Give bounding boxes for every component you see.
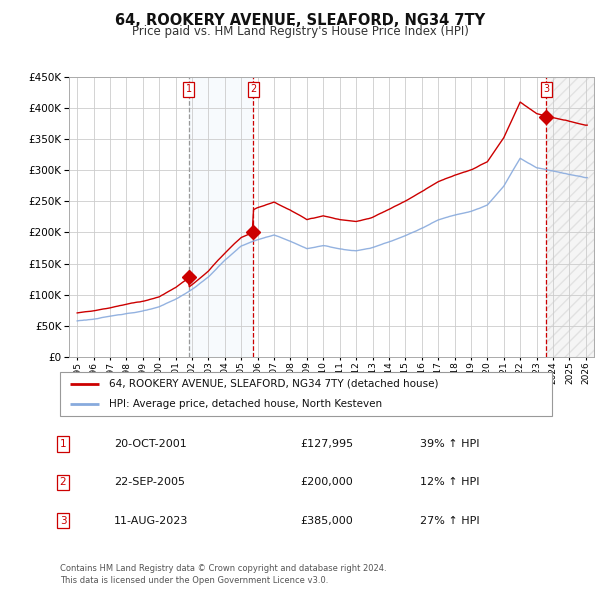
Text: Contains HM Land Registry data © Crown copyright and database right 2024.
This d: Contains HM Land Registry data © Crown c… xyxy=(60,565,386,585)
Text: 20-OCT-2001: 20-OCT-2001 xyxy=(114,439,187,449)
Bar xyxy=(189,77,253,357)
Text: 2: 2 xyxy=(250,84,256,94)
FancyBboxPatch shape xyxy=(60,372,552,416)
Text: £127,995: £127,995 xyxy=(300,439,353,449)
Text: 2: 2 xyxy=(59,477,67,487)
Text: 64, ROOKERY AVENUE, SLEAFORD, NG34 7TY: 64, ROOKERY AVENUE, SLEAFORD, NG34 7TY xyxy=(115,13,485,28)
Text: 27% ↑ HPI: 27% ↑ HPI xyxy=(420,516,479,526)
Bar xyxy=(547,77,594,357)
Text: 11-AUG-2023: 11-AUG-2023 xyxy=(114,516,188,526)
Text: 3: 3 xyxy=(544,84,550,94)
Text: Price paid vs. HM Land Registry's House Price Index (HPI): Price paid vs. HM Land Registry's House … xyxy=(131,25,469,38)
Text: 22-SEP-2005: 22-SEP-2005 xyxy=(114,477,185,487)
Text: 3: 3 xyxy=(59,516,67,526)
Text: £385,000: £385,000 xyxy=(300,516,353,526)
Text: 1: 1 xyxy=(59,439,67,449)
Text: 39% ↑ HPI: 39% ↑ HPI xyxy=(420,439,479,449)
Text: 12% ↑ HPI: 12% ↑ HPI xyxy=(420,477,479,487)
Text: 64, ROOKERY AVENUE, SLEAFORD, NG34 7TY (detached house): 64, ROOKERY AVENUE, SLEAFORD, NG34 7TY (… xyxy=(109,379,439,389)
Text: 1: 1 xyxy=(186,84,192,94)
Text: HPI: Average price, detached house, North Kesteven: HPI: Average price, detached house, Nort… xyxy=(109,399,382,409)
Bar xyxy=(547,77,594,357)
Text: £200,000: £200,000 xyxy=(300,477,353,487)
